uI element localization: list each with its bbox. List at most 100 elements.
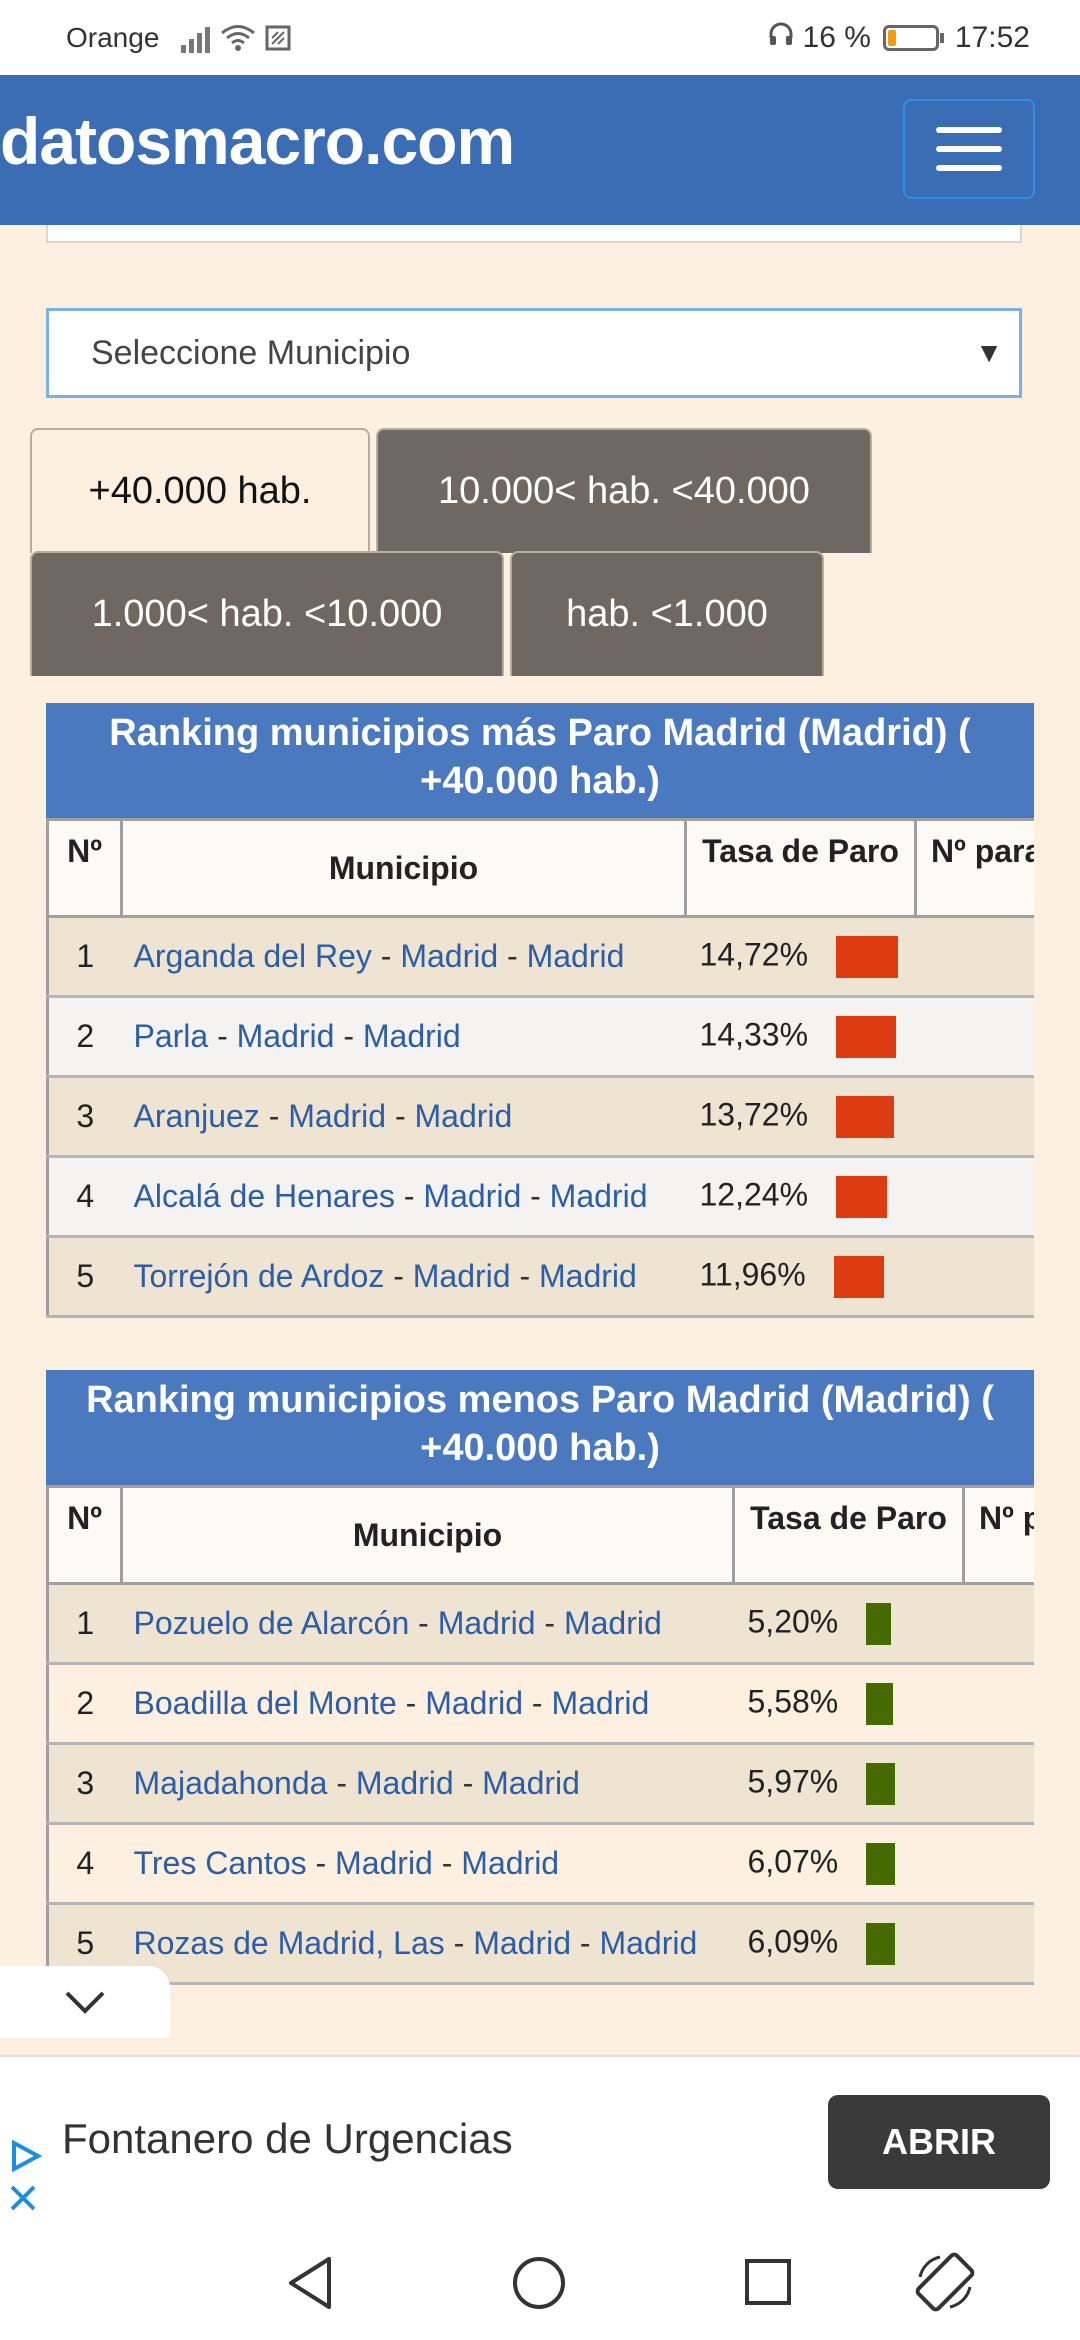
tasa-bar [836,1095,895,1138]
separator: - [396,1685,426,1721]
separator: - [444,1925,474,1961]
recents-icon[interactable] [744,2258,792,2306]
battery-icon [882,24,944,51]
tasa-cell: 14,72% [685,915,916,998]
comunidad-link[interactable]: Madrid [482,1765,580,1801]
headphones-icon [767,20,795,56]
municipio-link[interactable]: Boadilla del Monte [133,1685,397,1721]
rank-number: 1 [46,915,122,998]
parados-cell: 12 [915,1155,1034,1238]
provincia-link[interactable]: Madrid [355,1765,454,1801]
municipio-link[interactable]: Torrejón de Ardoz [133,1258,385,1294]
clock: 17:52 [954,20,1030,54]
municipio-link[interactable]: Parla [133,1018,209,1054]
comunidad-link[interactable]: Madrid [539,1258,637,1294]
back-icon[interactable] [285,2255,335,2311]
municipio-link[interactable]: Pozuelo de Alarcón [133,1605,410,1641]
separator: - [432,1845,462,1881]
comunidad-link[interactable]: Madrid [549,1178,648,1214]
municipio-link[interactable]: Arganda del Rey [133,938,372,974]
provincia-link[interactable]: Madrid [236,1018,335,1054]
provincia-link[interactable]: Madrid [425,1685,524,1721]
tasa-value: 14,72% [699,935,809,972]
comunidad-link[interactable]: Madrid [414,1098,513,1134]
ad-open-button[interactable]: ABRIR [828,2095,1050,2189]
col-num: Nº [46,818,123,918]
provincia-link[interactable]: Madrid [473,1925,572,1961]
separator: - [571,1925,600,1961]
rank-number: 5 [46,1235,122,1318]
col-tasa: Tasa de Paro [684,818,917,918]
separator: - [535,1605,564,1641]
ranking-more-table: Nº Municipio Tasa de Paro Nº para 1 Argan… [46,818,1034,1318]
ad-text[interactable]: Fontanero de Urgencias [62,2115,513,2162]
col-nparados: Nº p [962,1485,1034,1585]
tasa-value: 11,96% [699,1255,806,1292]
tasa-cell: 14,33% [685,995,916,1078]
tasa-value: 5,58% [747,1682,839,1719]
comunidad-link[interactable]: Madrid [461,1845,560,1881]
separator: - [453,1765,483,1801]
municipio-cell: Aranjuez - Madrid - Madrid [121,1075,686,1158]
table-row: 5 Rozas de Madrid, Las - Madrid - Madrid 6… [46,1902,1034,1985]
close-icon[interactable] [8,2183,38,2213]
provincia-link[interactable]: Madrid [400,938,499,974]
tasa-value: 6,09% [747,1922,839,1959]
municipio-link[interactable]: Tres Cantos [133,1845,307,1881]
provincia-link[interactable]: Madrid [423,1178,522,1214]
provincia-link[interactable]: Madrid [437,1605,536,1641]
tab-less-1000[interactable]: hab. <1.000 [510,551,824,676]
ad-choices-icon[interactable] [8,2139,42,2173]
table-row: 1 Pozuelo de Alarcón - Madrid - Madrid 5,2… [46,1582,1034,1665]
tasa-cell: 5,97% [733,1742,964,1825]
menu-icon[interactable] [903,99,1035,199]
tab-1000-10000[interactable]: 1.000< hab. <10.000 [30,551,504,676]
tasa-bar [866,1602,892,1645]
ad-banner[interactable]: Fontanero de Urgencias ABRIR [0,2055,1080,2225]
tasa-cell: 5,58% [733,1662,964,1745]
provincia-link[interactable]: Madrid [412,1258,511,1294]
municipio-link[interactable]: Rozas de Madrid, Las [133,1925,445,1961]
comunidad-link[interactable]: Madrid [563,1605,662,1641]
comunidad-link[interactable]: Madrid [599,1925,698,1961]
tasa-cell: 13,72% [685,1075,916,1158]
battery-percent: 16 % [802,20,871,54]
municipio-cell: Arganda del Rey - Madrid - Madrid [121,915,686,998]
chevron-down-icon [65,1991,105,2014]
tasa-value: 6,07% [747,1842,839,1879]
home-icon[interactable] [512,2256,566,2310]
tasa-cell: 6,09% [733,1902,964,1985]
rotate-icon[interactable] [912,2249,978,2315]
collapse-button[interactable] [0,1966,170,2038]
parados-cell: 8 [915,1235,1034,1318]
tasa-bar [866,1922,896,1965]
rank-number: 1 [46,1582,122,1665]
municipio-link[interactable]: Aranjuez [133,1098,260,1134]
municipio-select-value: Seleccione Municipio [91,333,411,372]
provincia-link[interactable]: Madrid [288,1098,387,1134]
tasa-cell: 5,20% [733,1582,964,1665]
municipio-select[interactable]: Seleccione Municipio ▼ [46,308,1022,398]
wifi-icon [220,24,256,52]
tab-10000-40000[interactable]: 10.000< hab. <40.000 [376,428,872,553]
municipio-link[interactable]: Alcalá de Henares [133,1178,395,1214]
provincia-link[interactable]: Madrid [335,1845,433,1881]
comunidad-link[interactable]: Madrid [526,938,625,974]
municipio-cell: Parla - Madrid - Madrid [121,995,686,1078]
data-saver-icon [264,24,292,52]
tasa-bar [866,1842,896,1885]
col-municipio: Municipio [120,1485,735,1585]
site-logo[interactable]: datosmacro.com [0,104,515,178]
comunidad-link[interactable]: Madrid [362,1018,461,1054]
tasa-cell: 11,96% [685,1235,916,1318]
municipio-link[interactable]: Majadahonda [133,1765,328,1801]
ranking-more-paro: Ranking municipios más Paro Madrid (Madr… [46,703,1034,1318]
comunidad-link[interactable]: Madrid [551,1685,650,1721]
table-row: 2 Boadilla del Monte - Madrid - Madrid 5,5… [46,1662,1034,1745]
tab-more-40000[interactable]: +40.000 hab. [30,428,370,553]
parados-cell [963,1742,1034,1825]
rank-number: 4 [46,1822,122,1905]
separator: - [386,1098,415,1134]
rank-number: 3 [46,1075,122,1158]
